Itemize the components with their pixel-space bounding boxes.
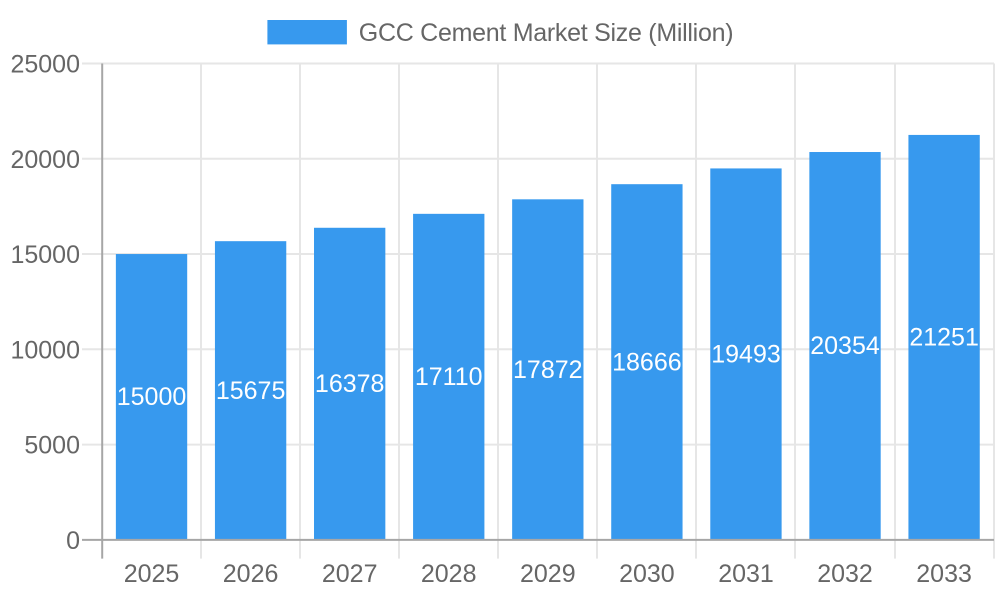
- svg-text:15675: 15675: [216, 377, 286, 405]
- svg-text:0: 0: [66, 527, 80, 555]
- svg-text:2032: 2032: [817, 560, 873, 588]
- svg-text:5000: 5000: [24, 432, 80, 460]
- svg-text:2031: 2031: [718, 560, 774, 588]
- svg-text:2026: 2026: [223, 560, 279, 588]
- svg-text:2033: 2033: [916, 560, 972, 588]
- svg-text:21251: 21251: [909, 324, 979, 352]
- svg-text:17872: 17872: [513, 356, 583, 384]
- svg-text:20354: 20354: [810, 332, 880, 360]
- svg-text:17110: 17110: [415, 363, 483, 391]
- svg-text:25000: 25000: [10, 51, 80, 79]
- svg-text:GCC Cement Market Size (Millio: GCC Cement Market Size (Million): [359, 19, 733, 47]
- svg-text:15000: 15000: [117, 383, 187, 411]
- svg-text:10000: 10000: [10, 336, 80, 364]
- svg-text:20000: 20000: [10, 146, 80, 174]
- svg-text:19493: 19493: [711, 340, 781, 368]
- svg-text:16378: 16378: [315, 370, 385, 398]
- svg-text:2025: 2025: [124, 560, 180, 588]
- svg-text:2029: 2029: [520, 560, 576, 588]
- svg-text:2030: 2030: [619, 560, 675, 588]
- svg-text:15000: 15000: [10, 241, 80, 269]
- svg-text:18666: 18666: [612, 348, 682, 376]
- svg-text:2028: 2028: [421, 560, 477, 588]
- svg-text:2027: 2027: [322, 560, 378, 588]
